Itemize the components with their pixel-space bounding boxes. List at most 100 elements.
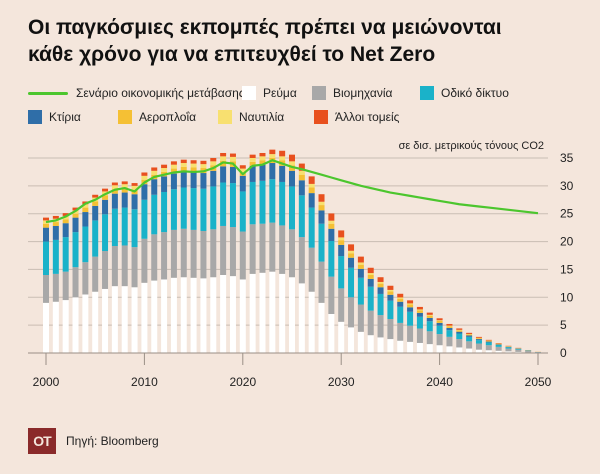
- bar-segment-aviation: [180, 166, 187, 172]
- bar-segment-buildings: [289, 170, 295, 187]
- bar-segment-buildings: [446, 327, 453, 331]
- legend-swatch-industry: [312, 86, 326, 100]
- bar-segment-industry: [111, 246, 118, 287]
- bar-segment-power: [102, 288, 109, 353]
- bar-segment-power: [72, 297, 79, 353]
- bar-segment-shipping: [348, 250, 355, 254]
- bar-segment-power: [338, 321, 345, 353]
- bar-segment-industry: [62, 271, 69, 301]
- bar-segment-shipping: [377, 281, 384, 284]
- bar-segment-other: [220, 152, 227, 157]
- bar-segment-buildings: [210, 170, 217, 187]
- unit-label: σε δισ. μετρικούς τόνους CO2: [398, 140, 544, 152]
- bar-segment-power: [357, 331, 364, 353]
- bar-segment-aviation: [357, 264, 364, 269]
- bar-segment-road: [259, 180, 266, 224]
- bar-segment-power: [466, 348, 473, 353]
- bar-segment-road: [289, 186, 295, 230]
- bar-segment-industry: [535, 352, 541, 353]
- bar-segment-road: [62, 237, 69, 272]
- bar-segment-aviation: [308, 187, 315, 194]
- bar-segment-shipping: [436, 320, 443, 321]
- bar-segment-other: [229, 153, 236, 157]
- y-tick-label: 30: [560, 179, 574, 193]
- bar-segment-industry: [308, 247, 315, 292]
- bar-segment-aviation: [466, 334, 473, 336]
- bar-segment-power: [62, 300, 69, 353]
- bar-segment-road: [505, 347, 512, 349]
- bar-segment-shipping: [210, 161, 217, 166]
- bar-segment-power: [82, 294, 89, 353]
- bar-segment-road: [485, 342, 492, 346]
- y-tick-label: 35: [560, 151, 574, 165]
- bar-segment-aviation: [249, 161, 256, 166]
- bar-segment-aviation: [190, 167, 197, 173]
- bar-segment-other: [387, 285, 394, 290]
- y-tick-label: 15: [560, 262, 574, 276]
- bar-segment-industry: [495, 346, 502, 351]
- bar-segment-other: [328, 213, 335, 221]
- bar-segment-shipping: [180, 163, 187, 167]
- source-note: Πηγή: Bloomberg: [66, 434, 159, 448]
- bar-segment-power: [515, 351, 522, 353]
- bar-segment-power: [161, 279, 168, 353]
- bar-segment-power: [416, 342, 423, 353]
- bar-segment-buildings: [377, 287, 384, 294]
- bar-segment-aviation: [52, 222, 59, 226]
- bar-segment-road: [416, 316, 423, 329]
- y-tick-label: 5: [560, 318, 567, 332]
- bar-segment-shipping: [318, 201, 325, 206]
- bar-segment-road: [328, 241, 335, 277]
- bar-segment-buildings: [298, 180, 305, 196]
- bar-segment-buildings: [466, 335, 473, 337]
- legend-swatch-power: [242, 86, 256, 100]
- bar-segment-power: [229, 276, 236, 353]
- bar-segment-industry: [92, 256, 99, 292]
- bar-segment-shipping: [279, 156, 286, 161]
- bar-segment-other: [170, 161, 177, 165]
- bar-segment-buildings: [151, 179, 158, 195]
- bar-segment-aviation: [170, 168, 177, 174]
- bar-segment-other: [52, 215, 59, 219]
- bar-segment-other: [377, 277, 384, 282]
- bar-segment-road: [466, 336, 473, 342]
- legend-swatch-road: [420, 86, 434, 100]
- bar-segment-buildings: [338, 244, 345, 257]
- bar-segment-aviation: [456, 330, 463, 332]
- bar-segment-shipping: [161, 168, 168, 172]
- bar-segment-industry: [436, 334, 443, 346]
- bar-segment-buildings: [239, 175, 246, 192]
- bar-segment-aviation: [416, 310, 423, 313]
- bar-segment-aviation: [43, 223, 49, 228]
- x-tick-label: 2040: [426, 375, 453, 389]
- legend-swatch-other: [314, 110, 328, 124]
- bar-segment-power: [151, 280, 158, 353]
- legend-swatch-shipping: [218, 110, 232, 124]
- bar-segment-road: [190, 188, 197, 230]
- legend-item-other: Άλλοι τομείς: [314, 110, 399, 124]
- bar-segment-power: [387, 339, 394, 353]
- bar-segment-buildings: [62, 223, 69, 238]
- bar-segment-other: [495, 343, 502, 344]
- bar-segment-industry: [416, 328, 423, 343]
- bar-segment-other: [92, 194, 99, 198]
- bar-segment-power: [377, 337, 384, 353]
- bar-segment-aviation: [475, 338, 482, 340]
- bar-segment-buildings: [92, 205, 99, 221]
- bar-segment-power: [92, 291, 99, 353]
- bar-segment-buildings: [121, 192, 128, 208]
- bar-segment-shipping: [357, 262, 364, 265]
- bar-segment-industry: [318, 261, 325, 303]
- bar-segment-buildings: [43, 227, 49, 242]
- bar-segment-other: [485, 339, 492, 341]
- bar-segment-road: [161, 191, 168, 233]
- bar-segment-shipping: [338, 237, 345, 241]
- title-line-1: Οι παγκόσμιες εκπομπές πρέπει να μειώνον…: [28, 16, 502, 39]
- bar-segment-aviation: [397, 298, 404, 302]
- bar-segment-buildings: [279, 165, 286, 182]
- legend-swatch-aviation: [118, 110, 132, 124]
- bar-segment-shipping: [259, 156, 266, 161]
- bar-segment-power: [190, 277, 197, 353]
- bar-segment-road: [318, 223, 325, 262]
